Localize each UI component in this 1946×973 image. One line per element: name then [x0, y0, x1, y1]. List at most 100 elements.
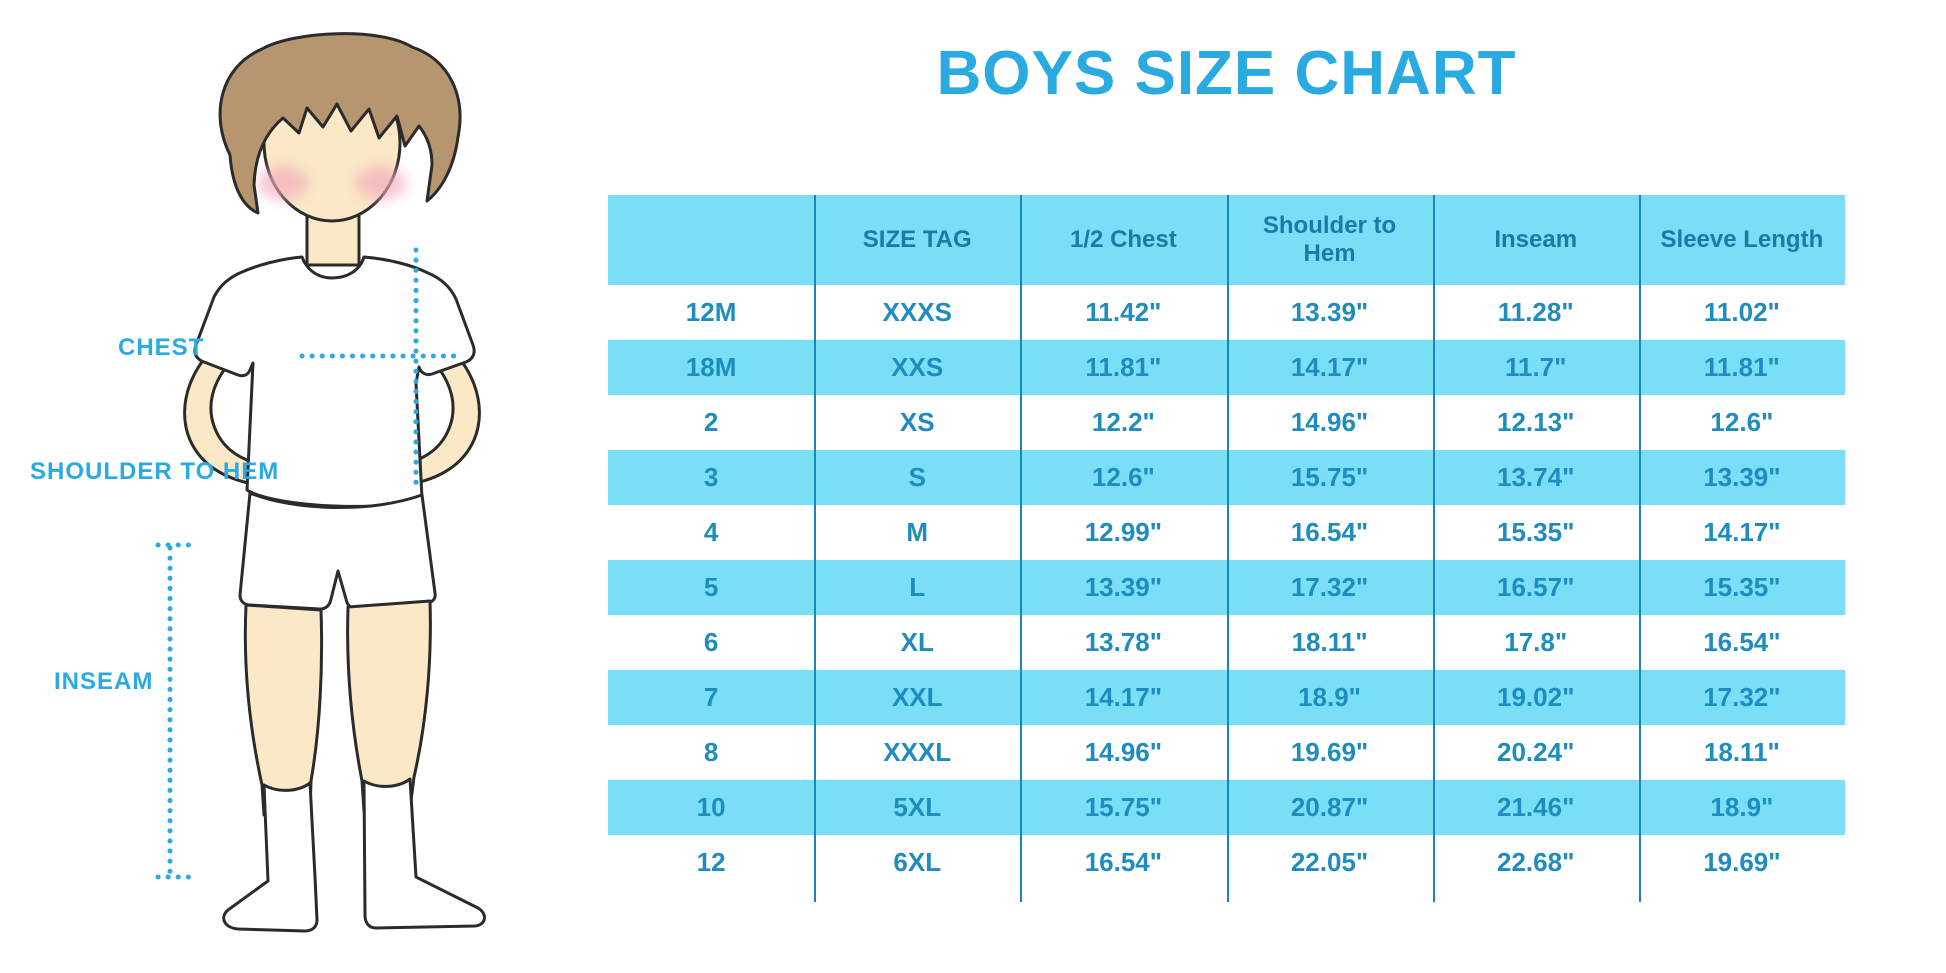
- value-cell: 12.2": [1020, 395, 1227, 450]
- table-row: 2 XS 12.2" 14.96" 12.13" 12.6": [608, 395, 1845, 450]
- value-cell: M: [814, 505, 1021, 560]
- column-divider: [1020, 195, 1022, 902]
- value-cell: 18.9": [1638, 780, 1845, 835]
- value-cell: 15.75": [1226, 450, 1433, 505]
- size-chart-table: SIZE TAG 1/2 Chest Shoulder to Hem Inseam Sl…: [608, 195, 1845, 890]
- value-cell: 5XL: [814, 780, 1021, 835]
- value-cell: 17.32": [1226, 560, 1433, 615]
- table-row: 7 XXL 14.17" 18.9" 19.02" 17.32": [608, 670, 1845, 725]
- value-cell: 14.17": [1020, 670, 1227, 725]
- value-cell: 17.8": [1432, 615, 1639, 670]
- value-cell: 20.24": [1432, 725, 1639, 780]
- shoulder-to-hem-label: SHOULDER TO HEM: [30, 458, 280, 485]
- boy-legs: [243, 599, 432, 817]
- table-row: 18M XXS 11.81" 14.17" 11.7" 11.81": [608, 340, 1845, 395]
- column-divider: [1433, 195, 1435, 902]
- column-header: Shoulder to Hem: [1226, 195, 1433, 285]
- value-cell: 20.87": [1226, 780, 1433, 835]
- table-row: 5 L 13.39" 17.32" 16.57" 15.35": [608, 560, 1845, 615]
- value-cell: XL: [814, 615, 1021, 670]
- table-row: 8 XXXL 14.96" 19.69" 20.24" 18.11": [608, 725, 1845, 780]
- column-divider: [1639, 195, 1641, 902]
- value-cell: 11.42": [1020, 285, 1227, 340]
- value-cell: 22.05": [1226, 835, 1433, 890]
- column-header: Inseam: [1432, 195, 1639, 285]
- value-cell: 12.99": [1020, 505, 1227, 560]
- table-row: 3 S 12.6" 15.75" 13.74" 13.39": [608, 450, 1845, 505]
- value-cell: 14.96": [1020, 725, 1227, 780]
- value-cell: 14.96": [1226, 395, 1433, 450]
- table-row: 12 6XL 16.54" 22.05" 22.68" 19.69": [608, 835, 1845, 890]
- table-row: 10 5XL 15.75" 20.87" 21.46" 18.9": [608, 780, 1845, 835]
- column-header: [608, 195, 815, 285]
- boy-hair: [218, 32, 462, 215]
- size-cell: 5: [608, 560, 815, 615]
- value-cell: 14.17": [1638, 505, 1845, 560]
- value-cell: 16.54": [1020, 835, 1227, 890]
- chest-label: CHEST: [118, 334, 205, 361]
- value-cell: 13.39": [1638, 450, 1845, 505]
- value-cell: S: [814, 450, 1021, 505]
- value-cell: 18.11": [1638, 725, 1845, 780]
- value-cell: 12.6": [1638, 395, 1845, 450]
- value-cell: 21.46": [1432, 780, 1639, 835]
- inseam-label: INSEAM: [54, 668, 154, 695]
- table-row: 12M XXXS 11.42" 13.39" 11.28" 11.02": [608, 285, 1845, 340]
- size-table: SIZE TAG 1/2 Chest Shoulder to Hem Inseam Sl…: [608, 195, 1845, 890]
- value-cell: XXS: [814, 340, 1021, 395]
- value-cell: 19.02": [1432, 670, 1639, 725]
- value-cell: 16.54": [1638, 615, 1845, 670]
- table-row: 4 M 12.99" 16.54" 15.35" 14.17": [608, 505, 1845, 560]
- column-header: Sleeve Length: [1638, 195, 1845, 285]
- value-cell: 14.17": [1226, 340, 1433, 395]
- value-cell: L: [814, 560, 1021, 615]
- boy-socks: [222, 777, 486, 933]
- value-cell: 18.9": [1226, 670, 1433, 725]
- value-cell: 15.75": [1020, 780, 1227, 835]
- page-title: BOYS SIZE CHART: [936, 39, 1517, 108]
- value-cell: 11.7": [1432, 340, 1639, 395]
- value-cell: 16.54": [1226, 505, 1433, 560]
- value-cell: 11.02": [1638, 285, 1845, 340]
- size-cell: 10: [608, 780, 815, 835]
- value-cell: XS: [814, 395, 1021, 450]
- value-cell: 13.39": [1020, 560, 1227, 615]
- boy-shirt: [193, 255, 476, 508]
- boy-shorts: [238, 491, 437, 611]
- value-cell: 13.74": [1432, 450, 1639, 505]
- size-cell: 12: [608, 835, 815, 890]
- size-cell: 12M: [608, 285, 815, 340]
- blush-left: [258, 166, 308, 200]
- size-cell: 8: [608, 725, 815, 780]
- blush-right: [356, 166, 406, 200]
- value-cell: 18.11": [1226, 615, 1433, 670]
- value-cell: 16.57": [1432, 560, 1639, 615]
- size-cell: 2: [608, 395, 815, 450]
- size-cell: 6: [608, 615, 815, 670]
- column-divider: [1227, 195, 1229, 902]
- column-header: 1/2 Chest: [1020, 195, 1227, 285]
- header-row: SIZE TAG 1/2 Chest Shoulder to Hem Inseam Sl…: [608, 195, 1845, 285]
- value-cell: 15.35": [1432, 505, 1639, 560]
- value-cell: XXXL: [814, 725, 1021, 780]
- value-cell: 15.35": [1638, 560, 1845, 615]
- value-cell: 11.28": [1432, 285, 1639, 340]
- value-cell: 12.13": [1432, 395, 1639, 450]
- column-header: SIZE TAG: [814, 195, 1021, 285]
- value-cell: 22.68": [1432, 835, 1639, 890]
- size-cell: 4: [608, 505, 815, 560]
- value-cell: 13.78": [1020, 615, 1227, 670]
- value-cell: 19.69": [1226, 725, 1433, 780]
- measurement-lines: [155, 247, 465, 880]
- value-cell: XXXS: [814, 285, 1021, 340]
- value-cell: 17.32": [1638, 670, 1845, 725]
- size-cell: 3: [608, 450, 815, 505]
- value-cell: 11.81": [1020, 340, 1227, 395]
- size-cell: 7: [608, 670, 815, 725]
- value-cell: 13.39": [1226, 285, 1433, 340]
- value-cell: XXL: [814, 670, 1021, 725]
- boy-illustration: [155, 32, 486, 933]
- size-cell: 18M: [608, 340, 815, 395]
- column-divider: [814, 195, 816, 902]
- table-row: 6 XL 13.78" 18.11" 17.8" 16.54": [608, 615, 1845, 670]
